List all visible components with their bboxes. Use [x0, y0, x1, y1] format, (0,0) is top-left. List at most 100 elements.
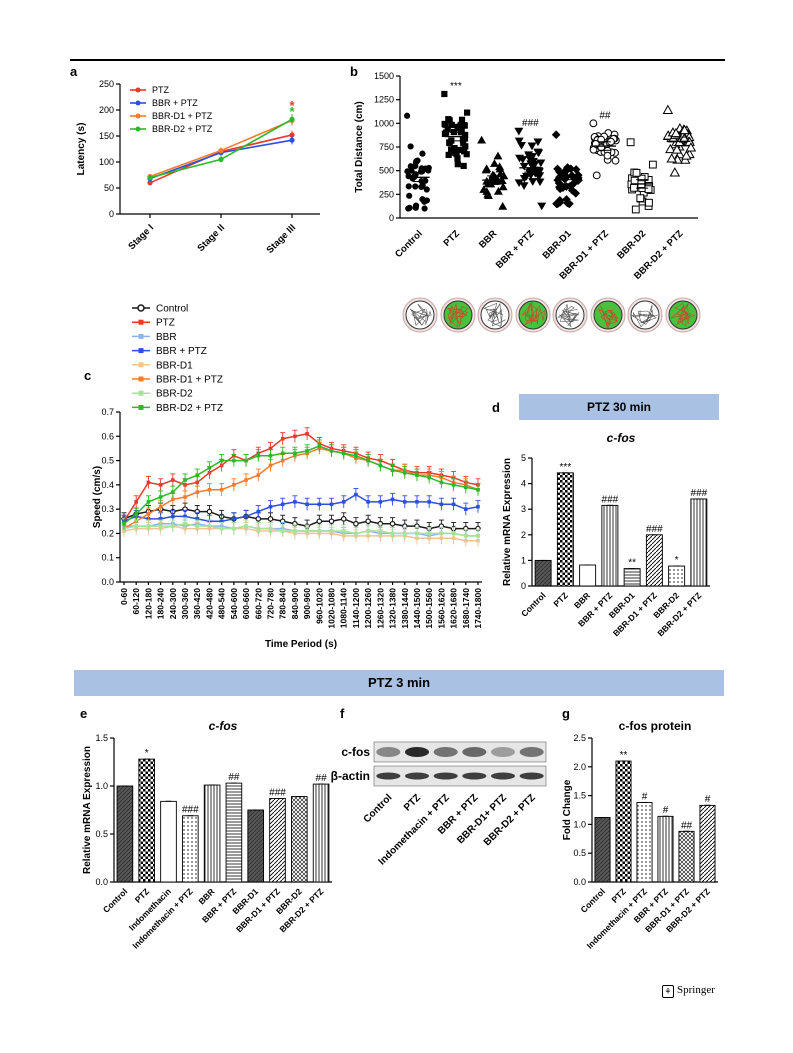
panel-b-data-point — [446, 139, 453, 146]
panel-c-x-tick-label: 540-600 — [229, 588, 239, 619]
panel-b-data-point — [528, 178, 538, 186]
panel-b-data-point — [524, 153, 534, 161]
panel-c-point — [195, 517, 200, 521]
panel-c-x-tick-label: 1440-1500 — [412, 588, 422, 629]
panel-b-data-point — [666, 153, 677, 163]
panel-b-y-tick-label: 250 — [379, 189, 394, 199]
panel-c-point — [183, 478, 187, 482]
panel-e-title: c-fos — [209, 719, 238, 733]
panel-c-legend-marker — [138, 362, 144, 368]
panel-e-y-tick-label: 0.0 — [95, 877, 108, 887]
panel-b-significance: *** — [450, 81, 462, 92]
panel-d-y-tick-label: 4 — [521, 479, 526, 489]
panel-c-point — [268, 446, 273, 451]
panel-c-point — [305, 502, 309, 507]
panel-d-title: c-fos — [607, 431, 636, 445]
panel-c-legend-marker — [138, 348, 144, 354]
panel-c-point — [183, 521, 187, 526]
track-path — [483, 302, 506, 327]
panel-c-point — [171, 514, 175, 519]
panel-d-bar — [668, 565, 686, 587]
track-path — [446, 303, 468, 328]
panel-c-point — [268, 463, 273, 468]
panel-c-point — [439, 531, 444, 536]
panel-c-point — [146, 480, 151, 485]
panel-g-bar — [699, 804, 716, 883]
panel-c-point — [232, 458, 236, 463]
panel-g-significance: ** — [620, 750, 628, 761]
panel-c-point — [451, 502, 456, 507]
panel-c-point — [366, 500, 370, 504]
panel-b-data-point — [514, 179, 524, 188]
panel-f-row-label: β-actin — [331, 769, 370, 783]
panel-d-significance: ### — [602, 494, 619, 505]
panel-c-series-line — [123, 445, 479, 525]
panel-c-point — [280, 502, 285, 507]
panel-e-significance: ## — [316, 773, 328, 784]
panel-c-legend-label: Control — [156, 304, 188, 315]
panel-d-bar — [690, 498, 708, 587]
panel-c-point — [268, 526, 273, 531]
panel-b-data-point — [459, 136, 467, 144]
panel-c-legend-marker — [138, 319, 144, 325]
panel-b-x-tick-label: Control — [393, 228, 425, 260]
panel-c-point — [378, 529, 383, 533]
panel-c-point — [244, 478, 248, 482]
panel-b-data-point — [463, 109, 471, 116]
panel-e-bar — [160, 800, 177, 883]
panel-g-protein-chart: g 0.0 0.5 1.0 1.5 2.0 2.5 Fold Change c-fos prot… — [562, 706, 718, 951]
panel-c-point — [317, 502, 322, 507]
panel-a-point — [289, 116, 295, 122]
panel-c-point — [353, 520, 359, 527]
panel-b-data-point — [403, 112, 411, 119]
panel-b-data-point — [482, 164, 492, 173]
panel-c-x-tick-label: 1140-1200 — [351, 588, 361, 628]
panel-d-label: d — [492, 400, 500, 415]
panel-c-point — [158, 495, 163, 499]
panel-b-data-point — [479, 185, 489, 193]
panel-c-x-tick-label: 660-720 — [253, 588, 263, 619]
panel-g-y-tick-label: 2.0 — [573, 762, 586, 772]
panel-b-data-point — [571, 189, 581, 198]
panel-b-y-tick-label: 1500 — [374, 71, 394, 81]
panel-b-y-tick-label: 1250 — [374, 95, 394, 105]
panel-c-point — [341, 451, 346, 456]
panel-c-series-line — [123, 493, 479, 523]
panel-g-significance: # — [642, 791, 648, 802]
panel-b-data-point — [679, 124, 690, 135]
panel-c-x-tick-label: 1020-1080 — [327, 588, 337, 629]
panel-c-point — [415, 500, 419, 504]
banner-text: PTZ 3 min — [367, 675, 431, 690]
panel-c-x-tick-label: 1620-1680 — [449, 588, 459, 629]
panel-b-data-point — [536, 159, 546, 168]
track-path — [631, 304, 658, 328]
panel-c-point — [207, 524, 212, 528]
panel-g-significance: # — [663, 805, 669, 816]
panel-b-data-point — [589, 119, 598, 128]
panel-a-point — [147, 175, 153, 181]
panel-b-data-point — [519, 182, 529, 190]
panel-c-point — [390, 497, 395, 502]
panel-c-point — [195, 480, 200, 485]
panel-c-point — [341, 529, 346, 533]
panel-c-x-tick-label: 1200-1260 — [363, 588, 373, 629]
panel-c-y-tick-label: 0.6 — [101, 431, 114, 441]
panel-d-significance: * — [675, 555, 679, 566]
panel-a-y-tick-label: 0 — [109, 209, 114, 219]
panel-e-label: e — [80, 706, 87, 721]
panel-b-data-point — [645, 198, 653, 207]
panel-b-data-point — [527, 142, 537, 151]
panel-b-y-tick-label: 750 — [379, 142, 394, 152]
panel-c-label: c — [84, 368, 91, 383]
panel-f-lane-label: BBR-D2 + PTZ — [482, 792, 538, 848]
panel-a-y-label: Latency (s) — [76, 123, 87, 176]
panel-c-point — [171, 490, 175, 494]
panel-b-data-point — [681, 150, 692, 160]
panel-b-data-point — [477, 135, 487, 144]
panel-c-point — [122, 521, 126, 526]
panel-c-point — [366, 458, 370, 463]
panel-c-point — [267, 516, 274, 522]
panel-b-data-point — [448, 121, 455, 128]
panel-d-bar — [645, 534, 663, 587]
panel-c-point — [244, 458, 248, 463]
